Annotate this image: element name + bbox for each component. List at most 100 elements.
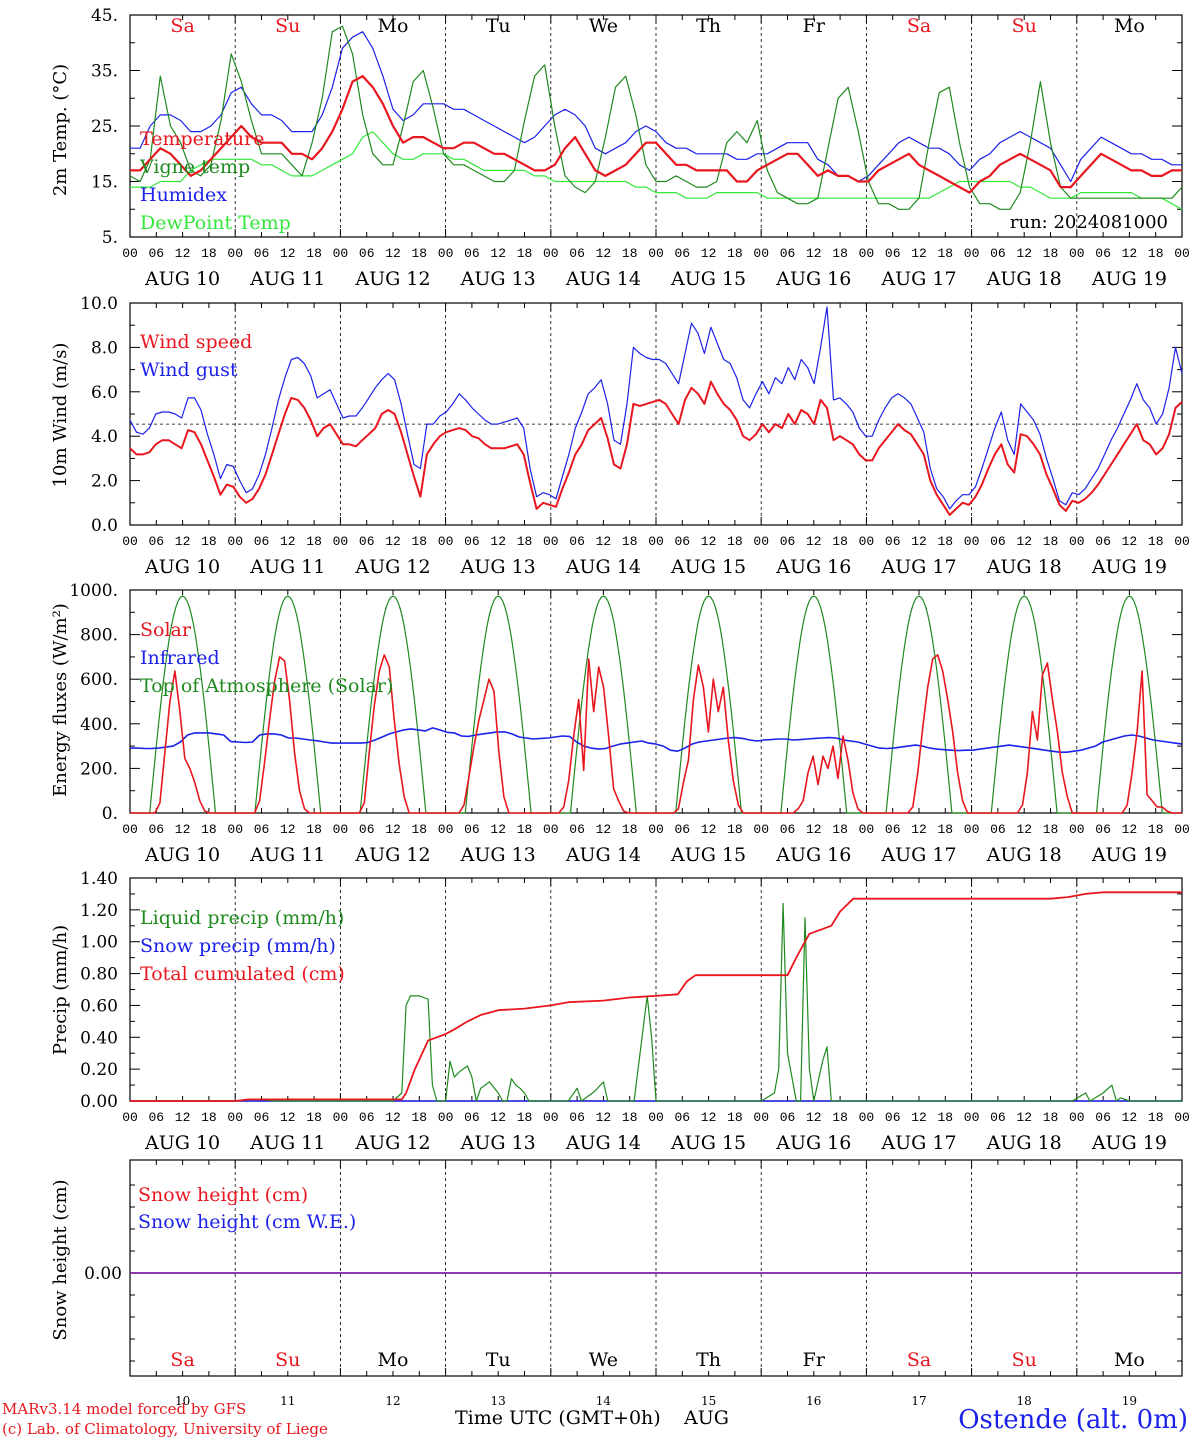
hour-tick-label: 12 xyxy=(911,1110,927,1125)
legend-entry: DewPoint Temp xyxy=(140,212,291,234)
y-axis-label: 10m Wind (m/s) xyxy=(50,343,71,488)
y-tick-label: 35. xyxy=(91,62,118,82)
hour-tick-label: 06 xyxy=(990,246,1006,261)
weekday-label: Su xyxy=(275,1349,300,1371)
date-label: AUG 18 xyxy=(986,1132,1062,1154)
y-tick-label: 400. xyxy=(80,715,118,735)
y-tick-label: 10.0 xyxy=(80,294,118,314)
date-label: AUG 10 xyxy=(144,268,220,290)
weekday-label: Mo xyxy=(1114,1349,1145,1371)
panel-2: 0.0 2.0 4.0 6.0 8.0 10.0 10m Wind (m/s) 00 06 12 1… xyxy=(50,294,1190,578)
hour-tick-label: 18 xyxy=(411,246,427,261)
series-temperature xyxy=(130,75,1182,194)
hour-tick-label: 12 xyxy=(490,1110,506,1125)
hour-tick-label: 18 xyxy=(622,246,638,261)
hour-tick-label: 18 xyxy=(1043,1110,1059,1125)
hour-tick-label: 12 xyxy=(701,822,717,837)
hour-tick-label: 06 xyxy=(885,246,901,261)
weekday-label: We xyxy=(589,1349,618,1371)
hour-tick-label: 06 xyxy=(464,822,480,837)
hour-tick-label: 00 xyxy=(1069,1110,1085,1125)
lab-credit: (c) Lab. of Climatology, University of L… xyxy=(2,1420,328,1438)
hour-tick-label: 06 xyxy=(674,1110,690,1125)
hour-tick-label: 12 xyxy=(806,1110,822,1125)
date-label: AUG 19 xyxy=(1091,1132,1167,1154)
hour-tick-label: 18 xyxy=(1043,246,1059,261)
y-tick-label: 1.00 xyxy=(80,933,118,953)
hour-tick-label: 12 xyxy=(280,1110,296,1125)
y-tick-label: 25. xyxy=(91,117,118,137)
weekday-label: Su xyxy=(275,15,300,37)
y-tick-label: 0.80 xyxy=(80,965,118,985)
date-label: AUG 15 xyxy=(670,556,746,578)
date-label: AUG 14 xyxy=(565,844,641,866)
hour-tick-label: 18 xyxy=(727,534,743,549)
date-label: AUG 16 xyxy=(775,268,851,290)
y-tick-label: 0.0 xyxy=(91,516,118,536)
run-label: run: 2024081000 xyxy=(1010,212,1168,233)
day-number: 10 xyxy=(175,1394,190,1408)
date-label: AUG 13 xyxy=(460,1132,536,1154)
hour-tick-label: 00 xyxy=(859,822,875,837)
hour-tick-label: 12 xyxy=(911,534,927,549)
hour-tick-label: 12 xyxy=(911,246,927,261)
hour-tick-label: 18 xyxy=(622,1110,638,1125)
legend-entry: Snow height (cm) xyxy=(138,1184,308,1206)
hour-tick-label: 12 xyxy=(701,246,717,261)
weekday-label: Sa xyxy=(907,1349,931,1371)
date-label: AUG 13 xyxy=(460,556,536,578)
hour-tick-label: 12 xyxy=(280,246,296,261)
y-axis-label: 2m Temp. (°C) xyxy=(50,64,71,196)
legend-entry: Solar xyxy=(140,619,192,641)
date-label: AUG 14 xyxy=(565,556,641,578)
hour-tick-label: 12 xyxy=(175,246,191,261)
hour-tick-label: 00 xyxy=(438,1110,454,1125)
hour-tick-label: 00 xyxy=(227,822,243,837)
y-axis-label: Precip (mm/h) xyxy=(50,925,71,1055)
hour-tick-label: 00 xyxy=(964,822,980,837)
hour-tick-label: 12 xyxy=(1016,246,1032,261)
hour-tick-label: 00 xyxy=(1069,246,1085,261)
series-liquid-precip-mm-h- xyxy=(130,902,1182,1102)
hour-tick-label: 12 xyxy=(911,822,927,837)
hour-tick-label: 00 xyxy=(333,822,349,837)
hour-tick-label: 18 xyxy=(727,1110,743,1125)
hour-tick-label: 00 xyxy=(648,822,664,837)
hour-tick-label: 00 xyxy=(753,822,769,837)
hour-tick-label: 06 xyxy=(148,1110,164,1125)
y-tick-label: 0.00 xyxy=(80,1092,118,1112)
date-label: AUG 18 xyxy=(986,556,1062,578)
hour-tick-label: 06 xyxy=(1095,822,1111,837)
station-name: Ostende (alt. 0m) xyxy=(958,1405,1188,1435)
date-label: AUG 17 xyxy=(880,556,956,578)
hour-tick-label: 06 xyxy=(780,534,796,549)
hour-tick-label: 12 xyxy=(280,822,296,837)
y-tick-label: 0. xyxy=(102,804,118,824)
x-axis-title: Time UTC (GMT+0h) xyxy=(455,1407,661,1429)
hour-tick-label: 12 xyxy=(385,822,401,837)
hour-tick-label: 06 xyxy=(569,246,585,261)
hour-tick-label: 18 xyxy=(517,822,533,837)
hour-tick-label: 12 xyxy=(175,534,191,549)
series-wind-speed xyxy=(129,380,1183,516)
hour-tick-label: 00 xyxy=(122,534,138,549)
date-label: AUG 12 xyxy=(354,268,430,290)
hour-tick-label: 06 xyxy=(674,534,690,549)
hour-tick-label: 06 xyxy=(1095,246,1111,261)
date-label: AUG 11 xyxy=(249,556,325,578)
y-tick-label: 200. xyxy=(80,759,118,779)
hour-tick-label: 00 xyxy=(122,822,138,837)
hour-tick-label: 06 xyxy=(780,822,796,837)
hour-tick-label: 00 xyxy=(1069,534,1085,549)
y-axis-label: Snow height (cm) xyxy=(50,1179,71,1340)
hour-tick-label: 12 xyxy=(806,822,822,837)
hour-tick-label: 18 xyxy=(201,246,217,261)
hour-tick-label: 12 xyxy=(1016,534,1032,549)
hour-tick-label: 18 xyxy=(832,1110,848,1125)
legend-entry: Liquid precip (mm/h) xyxy=(140,907,344,929)
hour-tick-label: 18 xyxy=(832,246,848,261)
hour-tick-label: 00 xyxy=(648,246,664,261)
hour-tick-label: 18 xyxy=(1148,1110,1164,1125)
weekday-label: Th xyxy=(696,1349,721,1371)
